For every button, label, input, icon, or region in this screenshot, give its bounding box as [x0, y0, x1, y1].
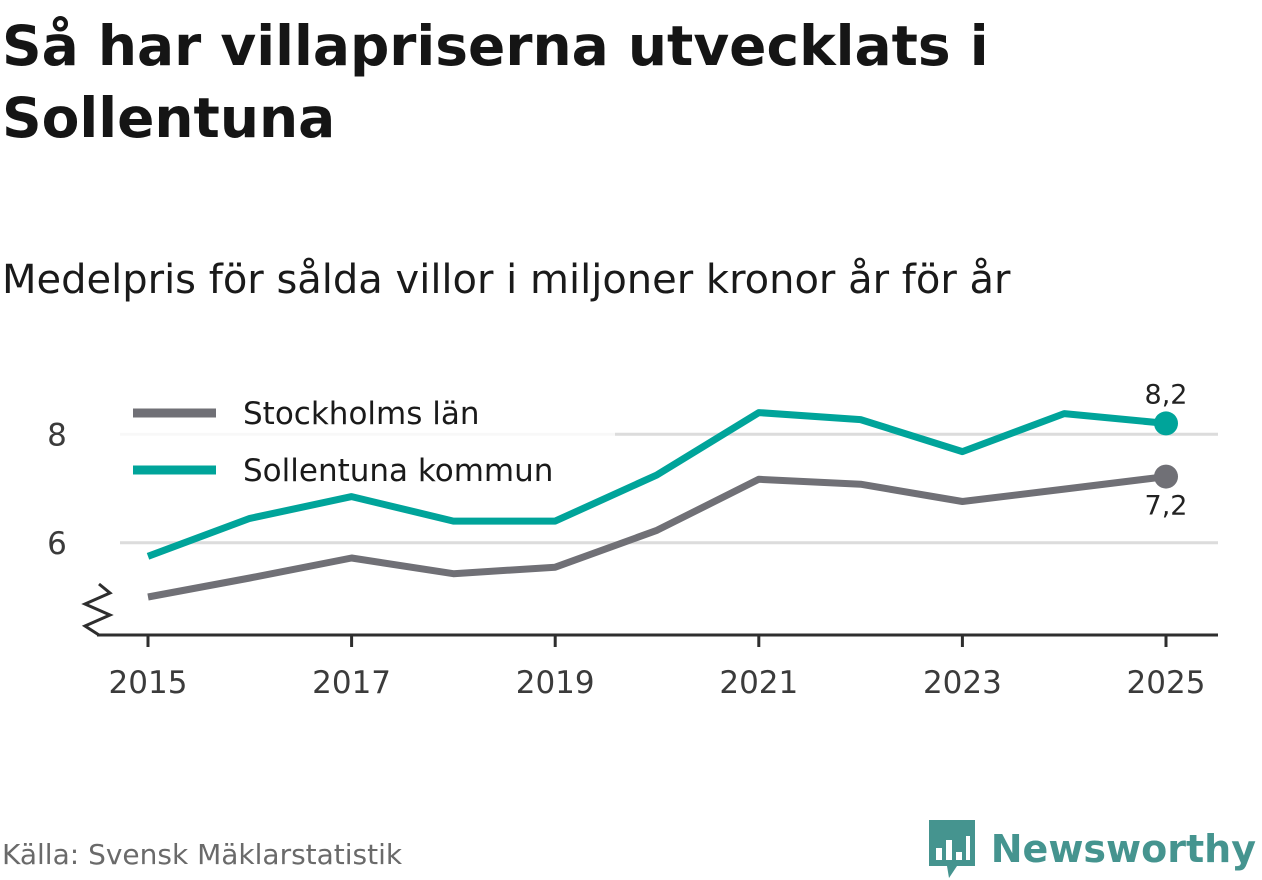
- x-tick-label-2015: 2015: [109, 665, 188, 701]
- y-tick-label-6: 6: [47, 526, 67, 562]
- chart-title: Så har villapriserna utvecklats i Sollen…: [2, 14, 989, 150]
- x-tick-label-2025: 2025: [1127, 665, 1206, 701]
- source-note: Källa: Svensk Mäklarstatistik: [2, 838, 403, 871]
- x-tick-label-2023: 2023: [923, 665, 1002, 701]
- legend-label-stockholms-lan: Stockholms län: [243, 396, 479, 432]
- data-labels: 8,2 7,2: [1145, 379, 1188, 521]
- legend-label-sollentuna-kommun: Sollentuna kommun: [243, 453, 553, 489]
- data-label-sollentuna-end: 8,2: [1145, 379, 1188, 410]
- x-tick-label-2021: 2021: [719, 665, 798, 701]
- legend-background: [120, 388, 615, 500]
- axis-break-icon: [81, 582, 114, 637]
- data-label-stockholm-end: 7,2: [1145, 491, 1188, 522]
- x-axis: 2015 2017 2019 2021 2023 2025: [97, 633, 1218, 701]
- chart-subtitle: Medelpris för sålda villor i miljoner kr…: [2, 257, 1011, 303]
- x-tick-label-2017: 2017: [312, 665, 391, 701]
- series-end-dot-0: [1154, 464, 1178, 489]
- brand-name: Newsworthy: [990, 827, 1256, 871]
- brand-logo: Newsworthy: [927, 818, 1256, 880]
- series-lines: [146, 409, 1178, 601]
- bar-chart-speech-bubble-icon: [928, 820, 975, 878]
- series-line-1: [146, 409, 1167, 560]
- x-tick-label-2019: 2019: [516, 665, 595, 701]
- series-line-0: [147, 473, 1167, 601]
- legend: Stockholms län Sollentuna kommun: [120, 388, 615, 500]
- y-axis: 68: [47, 417, 67, 562]
- y-tick-label-8: 8: [47, 417, 67, 453]
- axis-break-squiggle: [81, 582, 114, 637]
- series-end-dot-1: [1154, 411, 1178, 436]
